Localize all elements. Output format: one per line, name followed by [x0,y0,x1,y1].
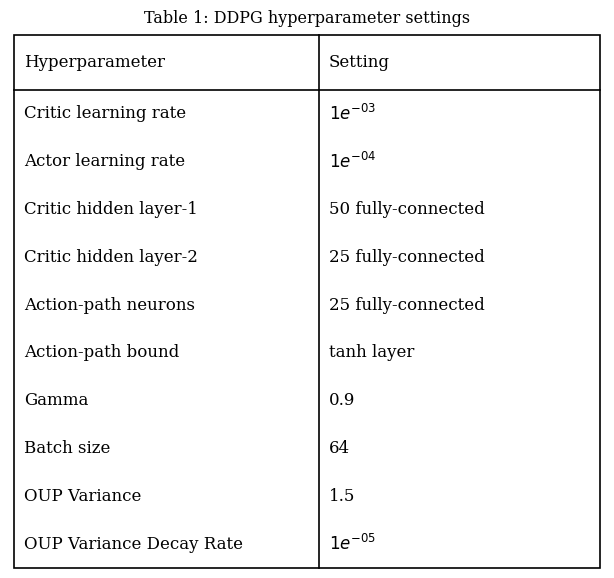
Text: 1.5: 1.5 [328,488,355,505]
Text: 0.9: 0.9 [328,392,355,409]
Text: Action-path neurons: Action-path neurons [24,297,195,314]
Text: Critic hidden layer-1: Critic hidden layer-1 [24,201,198,218]
Text: $1e^{-03}$: $1e^{-03}$ [328,104,376,124]
Text: 50 fully-connected: 50 fully-connected [328,201,484,218]
Text: 25 fully-connected: 25 fully-connected [328,297,484,314]
Text: Gamma: Gamma [24,392,88,409]
Text: tanh layer: tanh layer [328,344,414,361]
Text: Batch size: Batch size [24,440,111,457]
Text: OUP Variance: OUP Variance [24,488,141,505]
Text: $1e^{-05}$: $1e^{-05}$ [328,534,376,554]
Text: Action-path bound: Action-path bound [24,344,179,361]
Text: Table 1: DDPG hyperparameter settings: Table 1: DDPG hyperparameter settings [144,10,470,27]
Text: Critic hidden layer-2: Critic hidden layer-2 [24,249,198,266]
Text: Actor learning rate: Actor learning rate [24,153,185,170]
Text: Setting: Setting [328,54,390,71]
Text: 25 fully-connected: 25 fully-connected [328,249,484,266]
Text: 64: 64 [328,440,350,457]
Text: Hyperparameter: Hyperparameter [24,54,165,71]
Text: $1e^{-04}$: $1e^{-04}$ [328,151,376,172]
Text: Critic learning rate: Critic learning rate [24,105,186,123]
Text: OUP Variance Decay Rate: OUP Variance Decay Rate [24,536,243,553]
